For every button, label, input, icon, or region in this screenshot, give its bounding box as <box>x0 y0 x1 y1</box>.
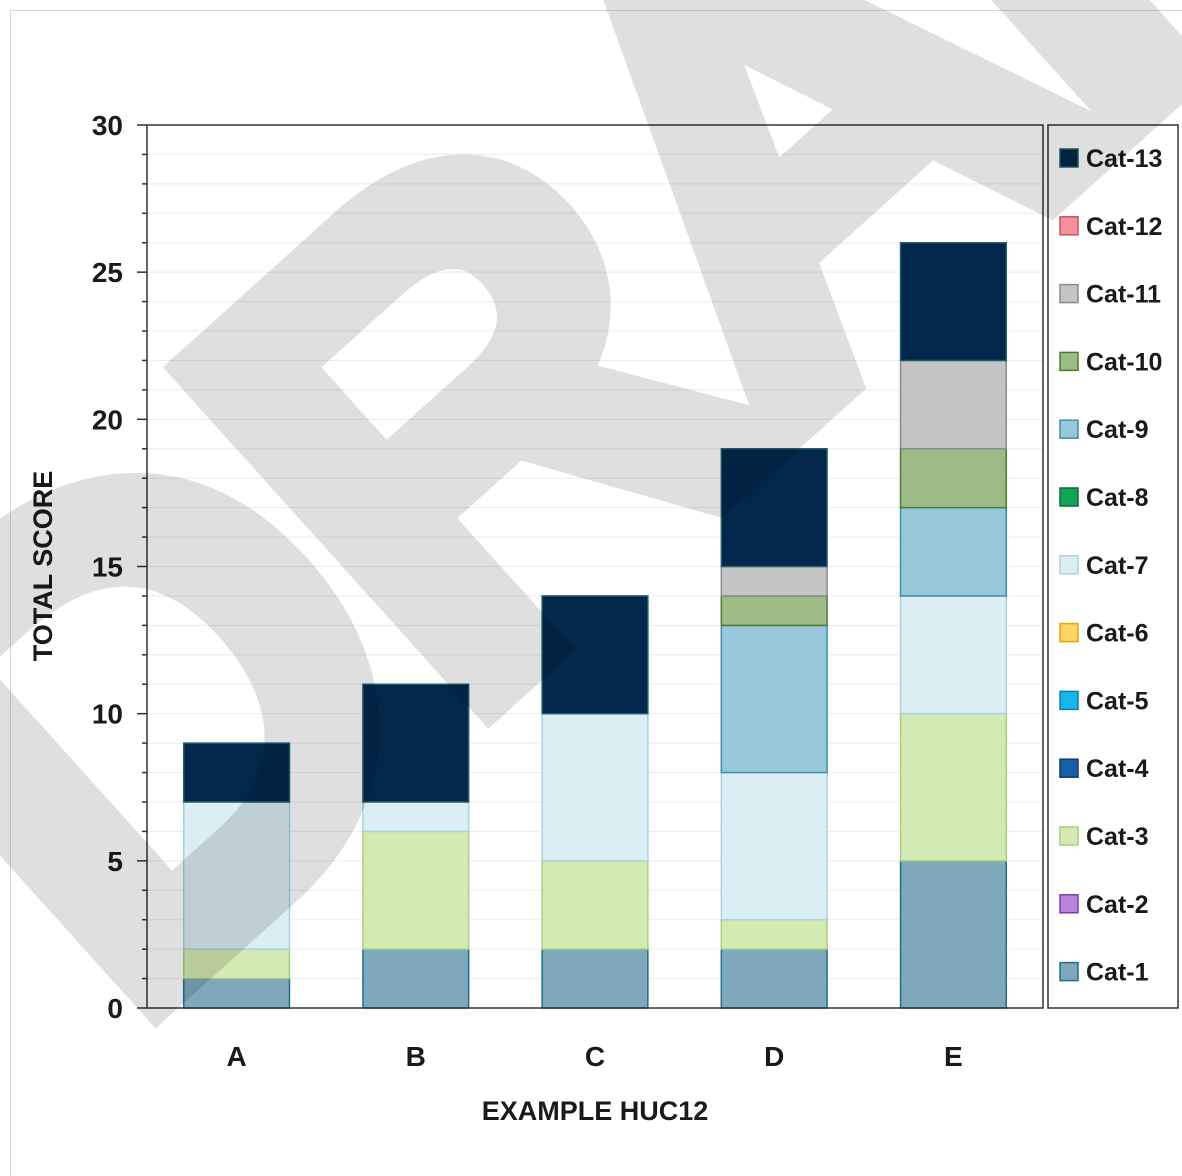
bar-segment-cat-11-d <box>720 565 828 597</box>
legend-label: Cat-11 <box>1086 281 1161 309</box>
legend-label: Cat-6 <box>1086 620 1149 648</box>
legend-swatch <box>1059 555 1079 575</box>
legend-swatch <box>1059 961 1079 982</box>
legend-label: Cat-4 <box>1086 755 1149 783</box>
bar-segment-cat-3-c <box>541 860 649 950</box>
legend-label: Cat-3 <box>1086 823 1149 851</box>
legend-swatch <box>1059 216 1079 236</box>
legend-label: Cat-7 <box>1086 552 1149 580</box>
legend-label: Cat-2 <box>1086 891 1149 919</box>
y-tick-label: 5 <box>107 846 123 877</box>
bar-segment-cat-7-b <box>362 801 470 833</box>
bars <box>182 241 1008 1009</box>
bar-segment-cat-1-b <box>362 948 470 1009</box>
bar-segment-cat-7-d <box>720 771 828 921</box>
y-axis-title: TOTAL SCORE <box>28 471 58 662</box>
bar-segment-cat-13-a <box>182 742 291 803</box>
bar-segment-cat-7-e <box>899 595 1008 715</box>
bar-segment-cat-3-e <box>899 712 1008 862</box>
bar-segment-cat-3-d <box>720 918 828 950</box>
bar-segment-cat-1-c <box>541 948 649 1009</box>
legend-swatch <box>1059 622 1079 643</box>
y-tick-label: 0 <box>107 993 123 1024</box>
legend-swatch <box>1059 419 1079 439</box>
legend-border <box>1047 124 1179 1009</box>
y-tick-label: 10 <box>92 699 123 730</box>
y-tick-label: 25 <box>92 257 123 288</box>
legend-label: Cat-1 <box>1086 959 1149 987</box>
axes: 0 5 10 15 20 25 30 A B C D E <box>92 110 963 1072</box>
bar-segment-cat-1-e <box>899 860 1008 1009</box>
legend-swatch <box>1059 758 1079 778</box>
legend-swatch <box>1059 894 1079 914</box>
bar-segment-cat-1-d <box>720 948 828 1009</box>
x-tick-label: A <box>226 1041 246 1072</box>
legend-swatch <box>1059 148 1079 168</box>
legend: Cat-13 Cat-12 Cat-11 Cat-10 Cat-9 Cat-8 Cat-7 C… <box>1047 124 1179 1009</box>
legend-label: Cat-10 <box>1086 348 1162 376</box>
x-tick-label: E <box>944 1041 963 1072</box>
chart-frame <box>10 10 1182 1176</box>
bar-segment-cat-13-c <box>541 595 649 715</box>
bar-segment-cat-7-a <box>182 801 291 950</box>
bar-segment-cat-3-b <box>362 830 470 950</box>
legend-label: Cat-9 <box>1086 416 1149 444</box>
bar-segment-cat-10-e <box>899 448 1008 509</box>
bar-segment-cat-13-e <box>899 241 1008 362</box>
y-tick-label: 30 <box>92 110 123 141</box>
bar-segment-cat-9-e <box>899 506 1008 597</box>
x-tick-label: D <box>764 1041 784 1072</box>
legend-label: Cat-13 <box>1086 145 1162 173</box>
x-tick-label: B <box>406 1041 426 1072</box>
bar-segment-cat-13-b <box>362 683 470 803</box>
y-tick-label: 15 <box>92 552 123 583</box>
bar-segment-cat-11-e <box>899 359 1008 450</box>
legend-swatch <box>1059 487 1079 507</box>
legend-swatch <box>1059 351 1079 372</box>
legend-swatch <box>1059 283 1079 304</box>
legend-label: Cat-5 <box>1086 687 1149 715</box>
bar-segment-cat-9-d <box>720 624 828 774</box>
legend-label: Cat-12 <box>1086 213 1162 241</box>
y-tick-label: 20 <box>92 404 123 435</box>
x-axis-title: EXAMPLE HUC12 <box>482 1096 709 1126</box>
legend-swatch <box>1059 826 1079 846</box>
legend-label: Cat-8 <box>1086 484 1149 512</box>
x-tick-label: C <box>585 1041 605 1072</box>
legend-swatch <box>1059 690 1079 711</box>
bar-segment-cat-13-d <box>720 448 828 568</box>
